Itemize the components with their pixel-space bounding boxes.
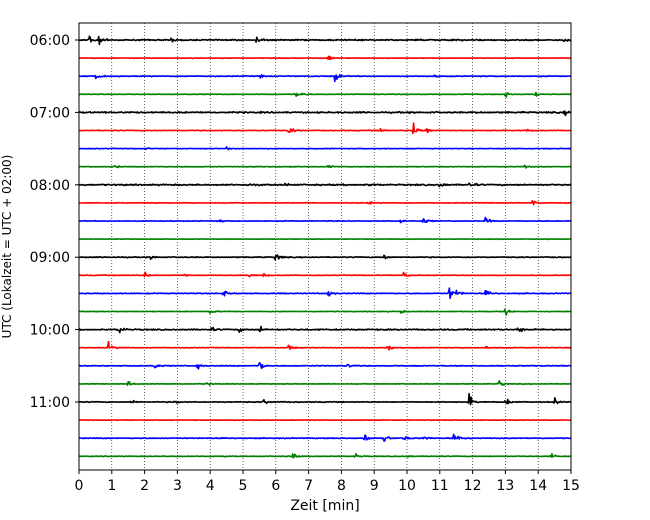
trace-row-0715 <box>78 122 572 135</box>
trace-row-0600 <box>78 35 572 46</box>
trace-row-0630 <box>78 74 572 83</box>
x-tick-label: 15 <box>562 478 580 494</box>
y-axis-label: UTC (Lokalzeit = UTC + 02:00) <box>0 155 14 339</box>
trace-row-0700 <box>78 110 572 117</box>
x-tick-label: 5 <box>239 478 248 494</box>
trace-row-0945 <box>78 308 572 316</box>
trace-row-0615 <box>78 55 572 61</box>
trace-row-0800 <box>78 182 572 188</box>
y-tick-label: 11:00 <box>30 395 70 411</box>
trace-row-0745 <box>78 164 572 169</box>
x-tick-label: 12 <box>464 478 482 494</box>
x-tick-label: 7 <box>304 478 313 494</box>
y-tick-label: 10:00 <box>30 323 70 339</box>
trace-row-1000 <box>78 325 572 334</box>
trace-row-0930 <box>78 287 572 300</box>
x-tick-label: 8 <box>337 478 346 494</box>
x-tick-label: 14 <box>529 478 547 494</box>
y-axis: 06:00 07:00 08:00 09:00 10:00 11:00 <box>30 33 79 411</box>
trace-row-0645 <box>78 91 572 98</box>
trace-row-0830 <box>78 216 572 224</box>
x-tick-label: 1 <box>107 478 116 494</box>
y-tick-label: 08:00 <box>30 178 70 194</box>
trace-row-0815 <box>78 200 572 206</box>
plot-frame <box>78 22 572 471</box>
x-tick-label: 9 <box>370 478 379 494</box>
y-tick-label: 09:00 <box>30 250 70 266</box>
trace-row-1115 <box>78 419 572 422</box>
trace-row-1100 <box>78 392 572 406</box>
x-tick-label: 13 <box>496 478 514 494</box>
x-tick-label: 0 <box>75 478 84 494</box>
x-tick-label: 11 <box>431 478 449 494</box>
trace-row-0900 <box>78 254 572 261</box>
y-tick-label: 07:00 <box>30 105 70 121</box>
x-axis: 0 1 2 3 4 5 6 7 8 9 10 11 12 13 14 15 <box>75 470 580 494</box>
x-tick-label: 6 <box>271 478 280 494</box>
trace-row-1015 <box>78 340 572 351</box>
x-tick-label: 3 <box>173 478 182 494</box>
grid-lines <box>111 23 539 470</box>
x-axis-label: Zeit [min] <box>290 498 359 514</box>
x-tick-label: 2 <box>140 478 149 494</box>
traces <box>78 35 572 459</box>
y-tick-label: 06:00 <box>30 33 70 49</box>
x-tick-label: 4 <box>206 478 215 494</box>
trace-row-1030 <box>78 361 572 370</box>
trace-row-0915 <box>78 271 572 278</box>
trace-row-1145 <box>78 453 572 459</box>
trace-row-0730 <box>78 146 572 151</box>
trace-row-0845 <box>78 238 572 241</box>
trace-row-1045 <box>78 380 572 386</box>
trace-row-1130 <box>78 433 572 442</box>
x-tick-label: 10 <box>398 478 416 494</box>
